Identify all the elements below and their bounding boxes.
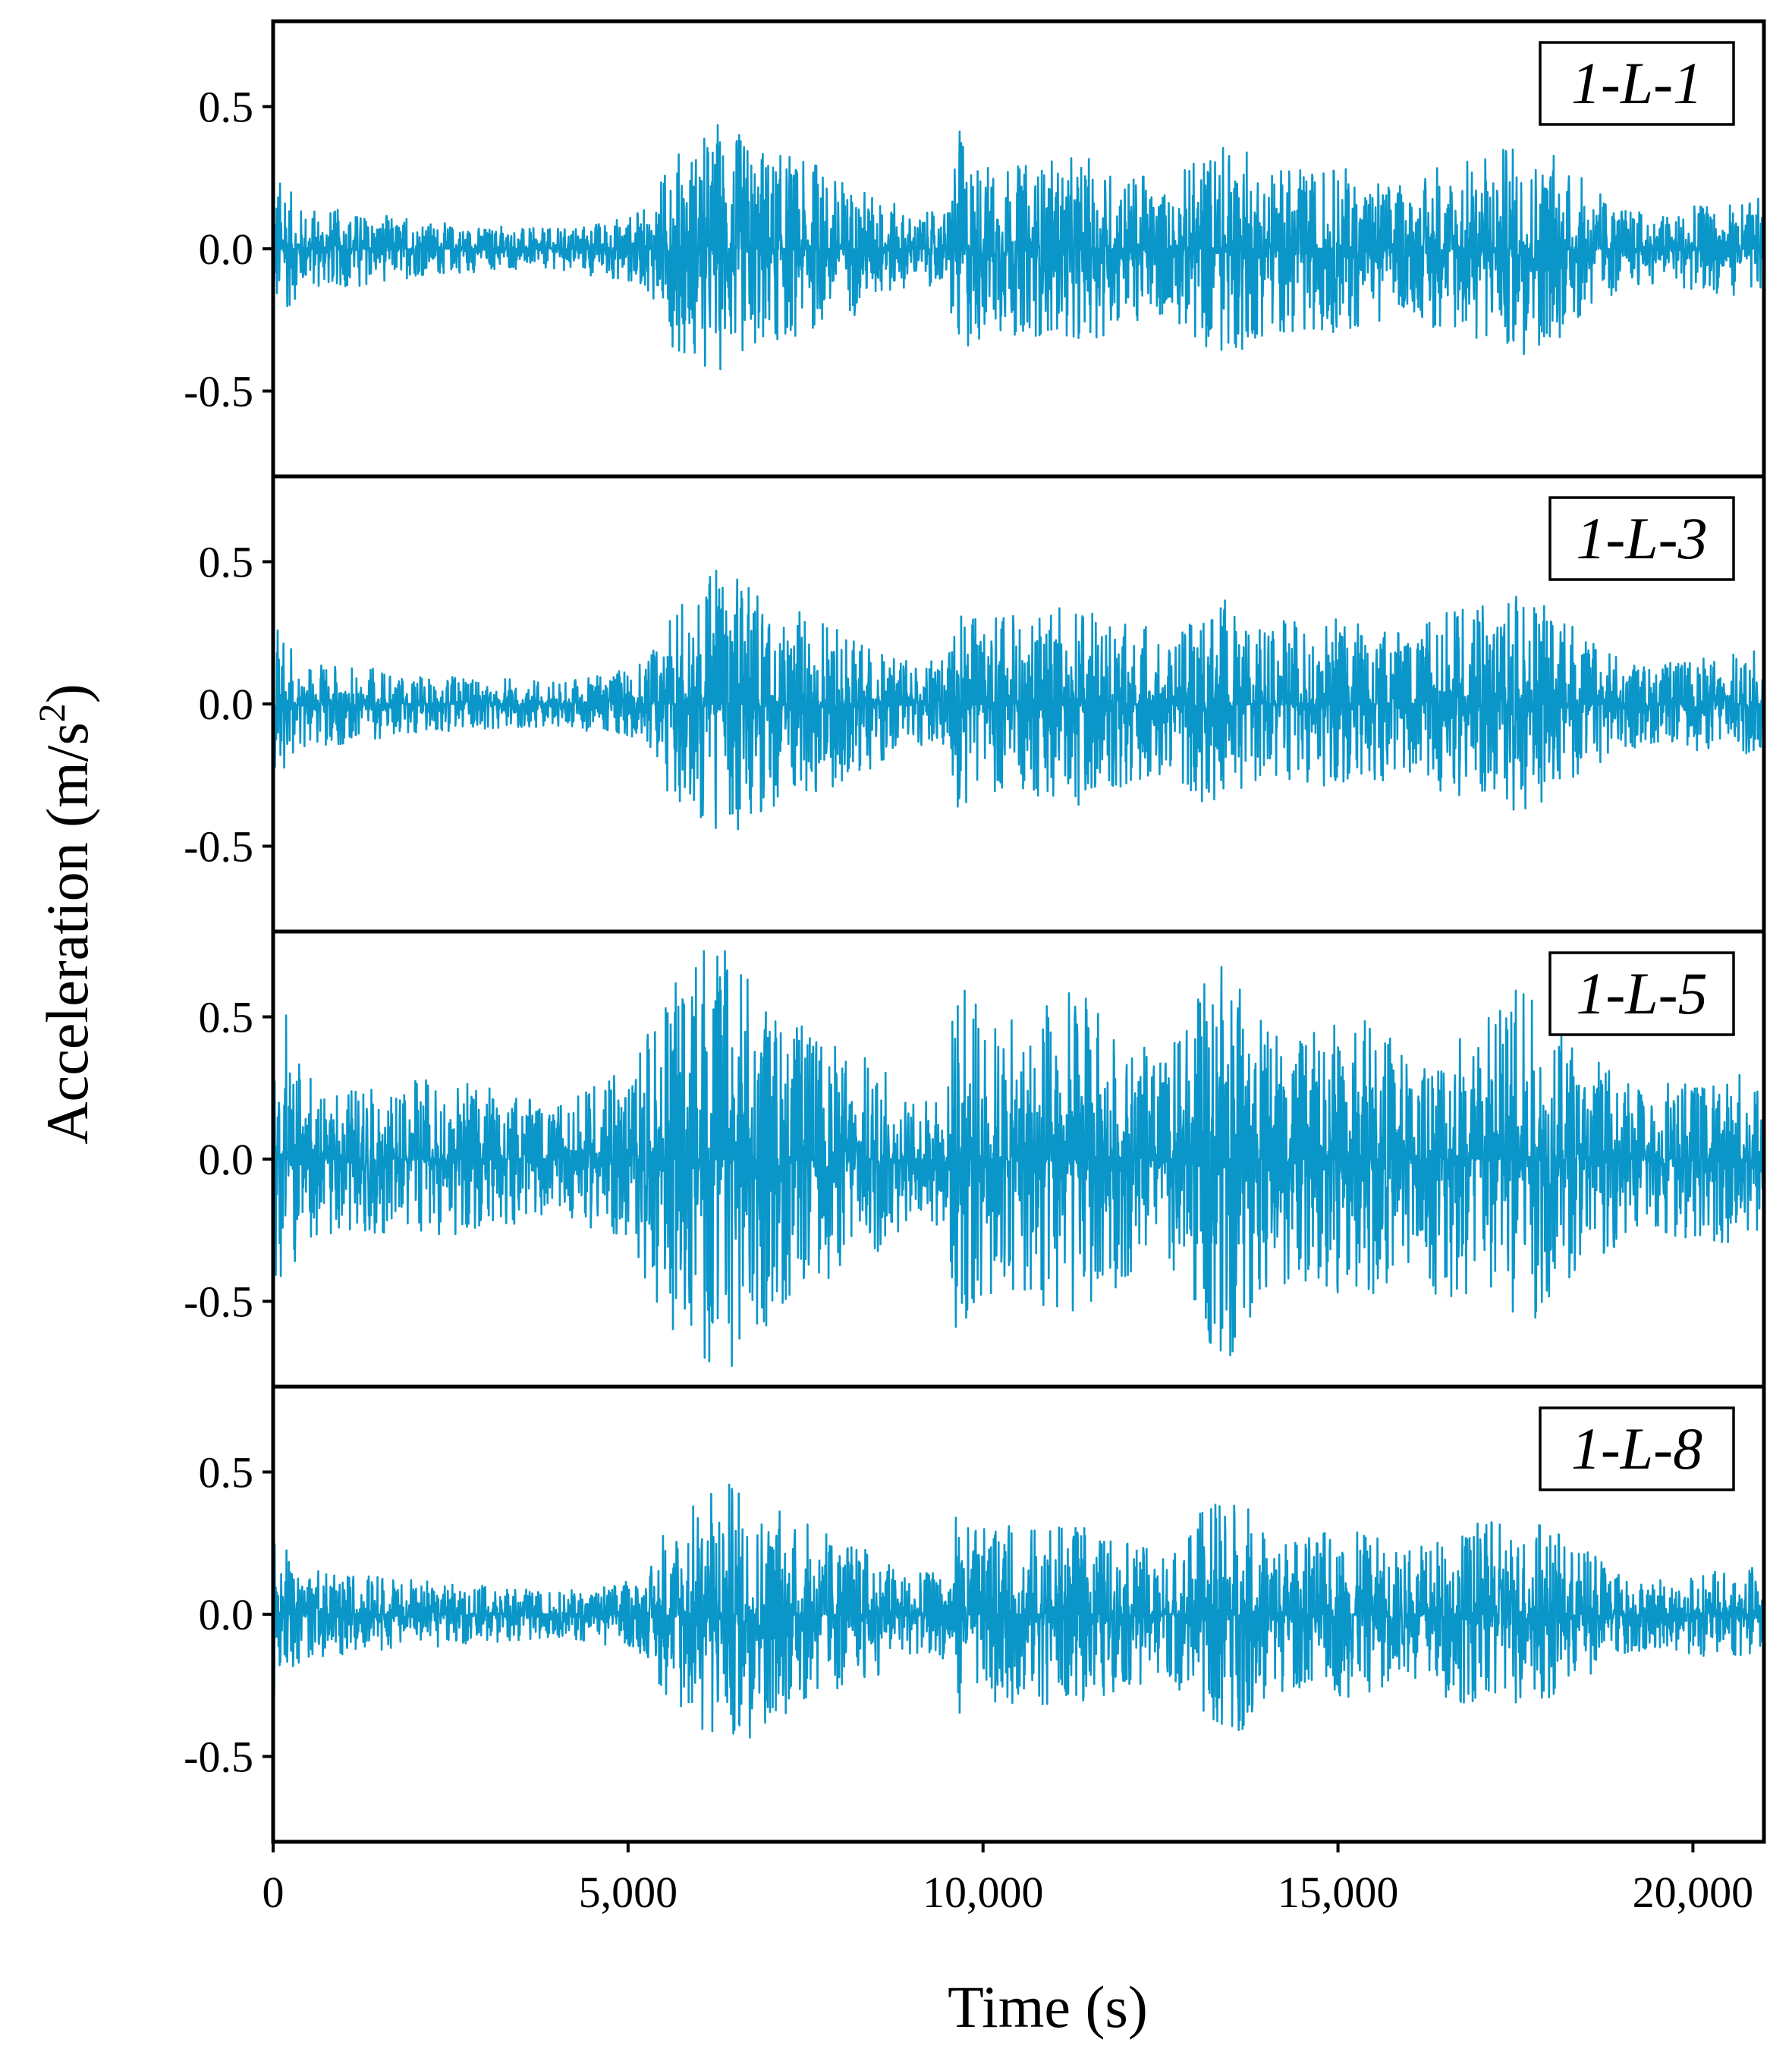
x-tick-label: 15,000 bbox=[1278, 1868, 1399, 1917]
y-tick-label: 0.5 bbox=[199, 993, 254, 1042]
y-tick-label: 0.5 bbox=[199, 83, 254, 132]
panel-label: 1-L-1 bbox=[1571, 50, 1702, 116]
series-line-1-L-8 bbox=[272, 1483, 1765, 1739]
y-axis-title-superscript: 2 bbox=[30, 703, 73, 722]
panel-label: 1-L-5 bbox=[1576, 960, 1707, 1026]
y-axis-title: Acceleration (m/s2) bbox=[30, 683, 100, 1145]
y-tick-label: -0.5 bbox=[184, 367, 253, 416]
y-tick-label: -0.5 bbox=[184, 1733, 253, 1782]
panel-label: 1-L-8 bbox=[1571, 1415, 1702, 1481]
panel-label-box bbox=[1539, 41, 1735, 126]
y-tick-label: -0.5 bbox=[184, 1277, 253, 1327]
panel-label: 1-L-3 bbox=[1576, 505, 1707, 571]
x-tick-label: 5,000 bbox=[579, 1868, 678, 1917]
y-tick-label: 0.0 bbox=[199, 225, 254, 274]
y-axis-title-main: Acceleration (m/s bbox=[34, 722, 100, 1145]
series-line-1-L-3 bbox=[272, 570, 1765, 831]
y-tick-label: 0.0 bbox=[199, 1135, 254, 1184]
series-line-1-L-5 bbox=[272, 950, 1765, 1367]
panel-1-L-1: 0.5 0.0 -0.5 1-L-1 bbox=[184, 19, 1766, 479]
x-axis: 0 5,000 10,000 15,000 20,000 bbox=[263, 1842, 1754, 1917]
x-tick-label: 20,000 bbox=[1633, 1868, 1754, 1917]
x-tick-label: 0 bbox=[263, 1868, 285, 1917]
y-tick-label: -0.5 bbox=[184, 822, 253, 872]
y-tick-label: 0.0 bbox=[199, 1590, 254, 1639]
y-axis-title-close: ) bbox=[34, 683, 100, 703]
y-tick-label: 0.5 bbox=[199, 1448, 254, 1497]
y-tick-label: 0.5 bbox=[199, 538, 254, 587]
panel-frame bbox=[271, 1384, 1766, 1844]
panels-group: 0.5 0.0 -0.5 1-L-1 0.5 0.0 -0.5 1-L-3 0.5 0.0 -0.5… bbox=[184, 19, 1766, 1844]
series-line-1-L-1 bbox=[272, 124, 1765, 371]
x-tick-label: 10,000 bbox=[923, 1868, 1044, 1917]
x-axis-title: Time (s) bbox=[948, 1974, 1148, 2040]
panel-label-box bbox=[1539, 1406, 1735, 1491]
panel-label-box bbox=[1548, 951, 1735, 1036]
y-tick-label: 0.0 bbox=[199, 680, 254, 729]
panel-label-box bbox=[1548, 496, 1735, 581]
panel-1-L-8: 0.5 0.0 -0.5 1-L-8 bbox=[184, 1384, 1766, 1844]
